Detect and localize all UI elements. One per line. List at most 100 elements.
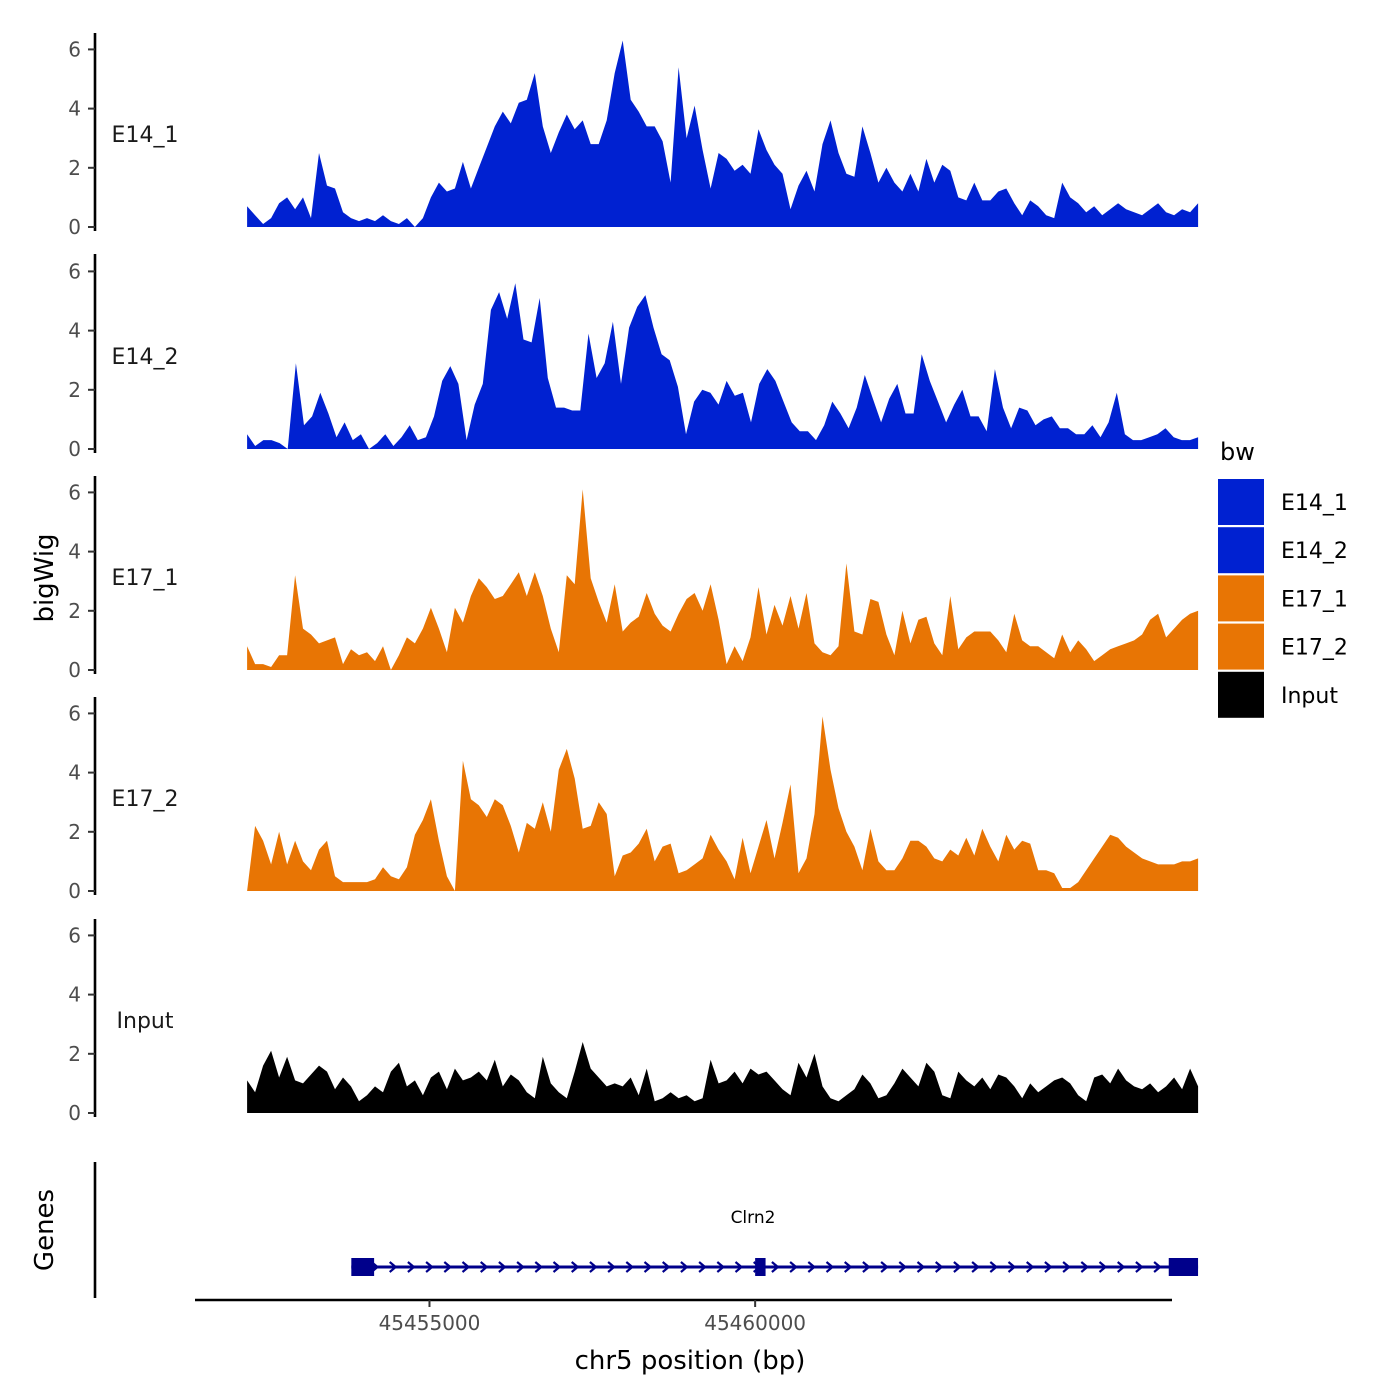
track-e14_1: 0 2 4 6 E14_1 (68, 33, 1199, 239)
y-tick-label: 2 (68, 1042, 81, 1066)
strand-arrow (734, 1261, 744, 1273)
coverage-area-e17_2 (247, 716, 1199, 891)
track-label: E14_2 (112, 345, 179, 370)
track-e17_1: 0 2 4 6 E17_1 (68, 476, 1199, 682)
coverage-area-input (247, 1042, 1199, 1113)
strand-arrow (661, 1261, 671, 1273)
y-tick-label: 0 (68, 658, 81, 682)
gene-name-label: Clrn2 (731, 1208, 776, 1228)
strand-arrow (1025, 1261, 1035, 1273)
legend-item-e17_2: E17_2 (1218, 623, 1348, 670)
y-tick-label: 2 (68, 820, 81, 844)
y-tick-label: 4 (68, 319, 81, 343)
legend-item-e17_1: E17_1 (1218, 575, 1348, 622)
gene-exon (755, 1258, 766, 1276)
y-axis-title: bigWig (30, 533, 60, 622)
y-tick-label: 6 (68, 259, 81, 283)
y-tick-label: 0 (68, 437, 81, 461)
strand-arrow (898, 1261, 908, 1273)
legend-item-e14_2: E14_2 (1218, 527, 1348, 574)
legend-swatch (1218, 527, 1264, 574)
strand-arrow (479, 1261, 489, 1273)
legend-title: bw (1220, 438, 1255, 466)
y-tick-label: 0 (68, 1101, 81, 1125)
strand-arrow (498, 1261, 507, 1273)
strand-arrow (807, 1261, 817, 1273)
y-tick-label: 4 (68, 540, 81, 564)
y-tick-label: 4 (68, 97, 81, 121)
strand-arrow (1153, 1261, 1162, 1273)
coverage-area-e17_1 (247, 489, 1199, 670)
strand-arrow (516, 1261, 525, 1273)
legend-label: E17_1 (1281, 587, 1348, 612)
strand-arrow (1098, 1261, 1108, 1273)
legend: bw E14_1 E14_2 E17_1 E17_2 Input (1218, 438, 1348, 718)
strand-arrow (843, 1261, 853, 1273)
legend-label: E14_2 (1281, 539, 1348, 564)
strand-arrow (771, 1261, 780, 1273)
x-axis-ticks: 45455000 45460000 (379, 1300, 806, 1335)
strand-arrow (607, 1261, 616, 1273)
strand-arrow (388, 1261, 398, 1273)
y-tick-label: 2 (68, 599, 81, 623)
strand-arrow (880, 1261, 889, 1273)
strand-arrow (953, 1261, 962, 1273)
legend-label: E17_2 (1281, 636, 1348, 661)
y-tick-label: 0 (68, 215, 81, 239)
legend-swatch (1218, 623, 1264, 670)
strand-arrow (425, 1261, 434, 1273)
y-tick-label: 6 (68, 923, 81, 947)
strand-arrow (934, 1261, 944, 1273)
coverage-area-e14_2 (247, 283, 1199, 449)
legend-item-input: Input (1218, 671, 1338, 718)
x-tick-label: 45460000 (704, 1311, 806, 1335)
track-label: Input (117, 1009, 174, 1034)
legend-swatch (1218, 479, 1264, 525)
bigwig-tracks: 0 2 4 6 E14_1 0 2 4 6 E14_2 0 2 4 6 E17_1 0 2 4 6 E17_2 0 2 4 6… (68, 33, 1199, 1125)
strand-arrow (680, 1261, 689, 1273)
strand-arrow (825, 1261, 835, 1273)
y-tick-label: 6 (68, 37, 81, 61)
strand-arrow (589, 1261, 598, 1273)
track-label: E14_1 (112, 123, 179, 148)
legend-swatch (1218, 575, 1264, 622)
strand-arrow (570, 1261, 580, 1273)
strand-arrow (1135, 1261, 1144, 1273)
gene-exon (351, 1258, 375, 1276)
legend-label: E14_1 (1281, 491, 1348, 516)
strand-arrow (1080, 1261, 1090, 1273)
strand-arrow (461, 1261, 471, 1273)
strand-arrow (1062, 1261, 1071, 1273)
strand-arrow (1044, 1261, 1053, 1273)
strand-arrow (534, 1261, 544, 1273)
legend-label: Input (1281, 684, 1338, 709)
strand-arrow (916, 1261, 926, 1273)
strand-arrow (698, 1261, 707, 1273)
strand-arrow (625, 1261, 635, 1273)
y-tick-label: 6 (68, 701, 81, 725)
coverage-area-e14_1 (247, 40, 1199, 227)
strand-arrow (443, 1261, 453, 1273)
y-tick-label: 6 (68, 480, 81, 504)
strand-arrow (989, 1261, 999, 1273)
legend-item-e14_1: E14_1 (1218, 479, 1348, 525)
strand-arrow (643, 1261, 653, 1273)
track-input: 0 2 4 6 Input (68, 919, 1199, 1125)
strand-arrow (789, 1261, 798, 1273)
strand-arrow (716, 1261, 726, 1273)
track-e14_2: 0 2 4 6 E14_2 (68, 254, 1199, 461)
legend-swatch (1218, 671, 1264, 718)
gene-track-title: Genes (30, 1189, 60, 1271)
strand-arrow (1007, 1261, 1017, 1273)
strand-arrow (552, 1261, 562, 1273)
x-axis-title: chr5 position (bp) (575, 1346, 806, 1376)
track-label: E17_2 (112, 787, 179, 812)
gene-track: Clrn2 (93, 1162, 1199, 1298)
x-axis: 45455000 45460000 chr5 position (bp) (195, 1298, 1172, 1376)
strand-arrow (407, 1261, 416, 1273)
y-tick-label: 4 (68, 761, 81, 785)
y-tick-label: 0 (68, 879, 81, 903)
track-label: E17_1 (112, 566, 179, 591)
y-tick-label: 4 (68, 983, 81, 1007)
